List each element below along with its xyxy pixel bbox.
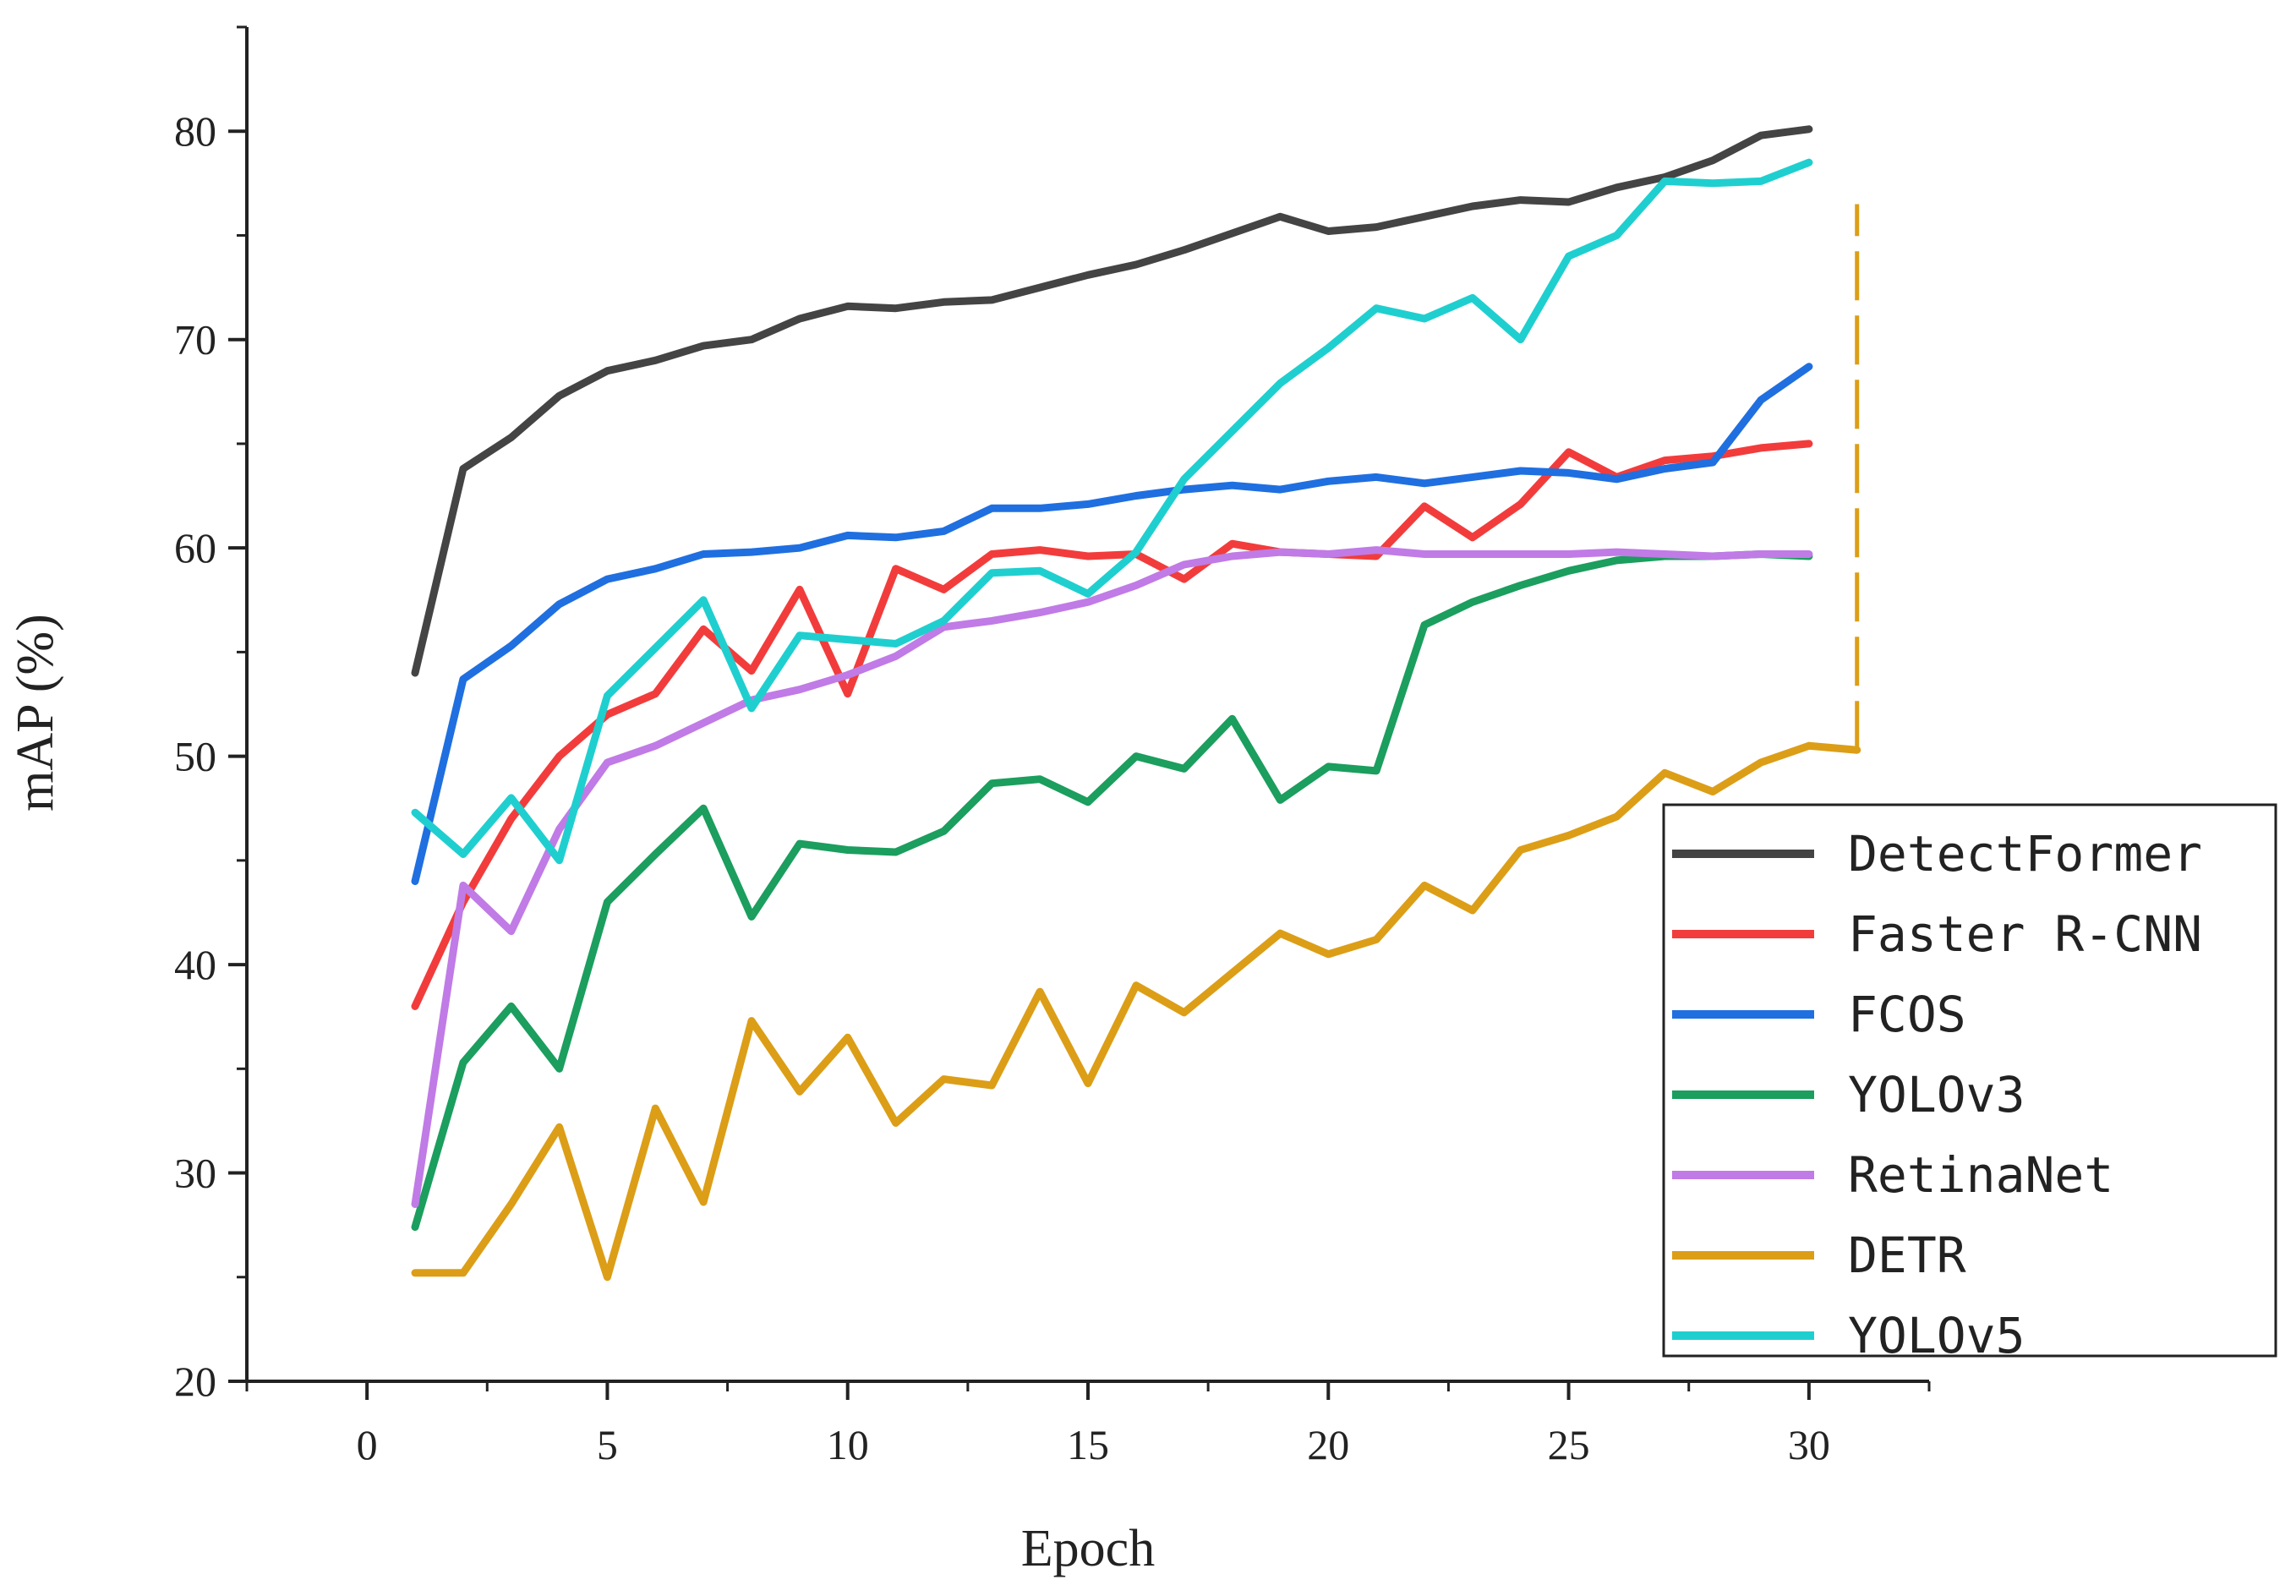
y-axis-title: mAP (%): [7, 614, 64, 812]
y-tick-label: 30: [174, 1150, 216, 1197]
y-tick-label: 50: [174, 733, 216, 780]
annotation-layer: [1805, 204, 1861, 754]
legend-box: [1662, 803, 2277, 1358]
x-ticks: 0 5 10 15 20 25 30: [245, 1381, 1931, 1468]
x-tick-label: 30: [1788, 1421, 1830, 1468]
y-tick-label: 60: [174, 524, 216, 571]
legend-item: DetectFormer: [1672, 825, 2202, 883]
x-tick-label: 25: [1548, 1421, 1590, 1468]
x-tick-label: 5: [597, 1421, 618, 1468]
y-tick-label: 70: [174, 316, 216, 363]
legend-label: DetectFormer: [1848, 825, 2202, 883]
legend-items: DetectFormer Faster R-CNN FCOS YOLOv3 Retina…: [1672, 825, 2202, 1364]
legend-label: YOLOv3: [1848, 1066, 2025, 1123]
legend-item: FCOS: [1672, 986, 1966, 1043]
legend-label: Faster R-CNN: [1848, 905, 2202, 963]
y-tick-label: 80: [174, 107, 216, 155]
x-tick-label: 0: [357, 1421, 378, 1468]
legend-item: YOLOv3: [1672, 1066, 2025, 1123]
legend-item: RetinaNet: [1672, 1146, 2113, 1204]
x-tick-label: 20: [1307, 1421, 1349, 1468]
series-line-detectformer: [411, 125, 1813, 677]
series-line-yolov3: [411, 550, 1813, 1232]
series-line-fcos: [411, 363, 1813, 885]
legend-item: Faster R-CNN: [1672, 905, 2202, 963]
legend-item: DETR: [1672, 1227, 1966, 1284]
series-layer: [411, 125, 1813, 1282]
y-tick-label: 40: [174, 941, 216, 988]
legend: DetectFormer Faster R-CNN FCOS YOLOv3 Retina…: [1662, 803, 2277, 1364]
axes: 20 30 40 50 60 70 80 0 5 10 15 20 25 30: [174, 25, 1931, 1468]
legend-item: YOLOv5: [1672, 1307, 2025, 1364]
series-line-yolov5: [411, 158, 1813, 865]
series-line-detr: [411, 741, 1813, 1282]
x-tick-label: 15: [1067, 1421, 1109, 1468]
x-axis-title: Epoch: [1021, 1520, 1155, 1577]
legend-label: DETR: [1848, 1227, 1966, 1284]
series-line-retinanet: [411, 546, 1813, 1208]
legend-label: FCOS: [1848, 986, 1966, 1043]
x-tick-label: 10: [827, 1421, 869, 1468]
y-tick-label: 20: [174, 1358, 216, 1405]
legend-label: YOLOv5: [1848, 1307, 2025, 1364]
annotation-connector: [1805, 741, 1861, 754]
series-line-faster-r-cnn: [411, 440, 1813, 1010]
legend-label: RetinaNet: [1848, 1146, 2113, 1204]
y-ticks: 20 30 40 50 60 70 80: [174, 25, 247, 1405]
